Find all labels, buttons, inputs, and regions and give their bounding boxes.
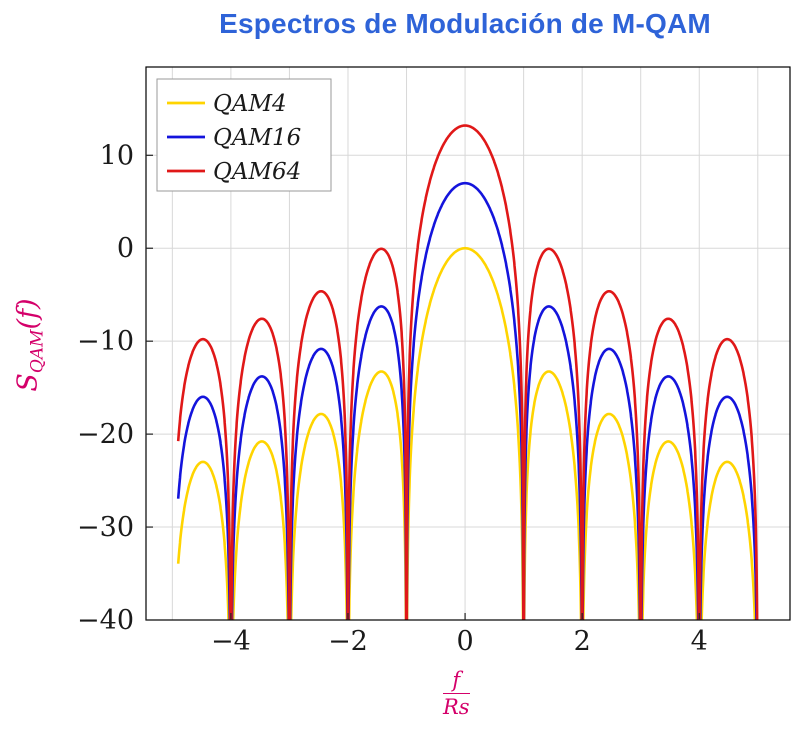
legend-label-qam4: QAM4: [213, 91, 287, 117]
x-tick-label: 0: [456, 626, 473, 657]
y-tick-label: 0: [117, 233, 134, 264]
series-lines: [176, 124, 759, 620]
y-axis-label: SQAM(f): [12, 298, 47, 391]
series-line-qam16: [176, 181, 758, 620]
y-tick-label: −40: [77, 605, 134, 636]
x-tick-label: 4: [691, 626, 708, 657]
x-tick-label: 2: [574, 626, 591, 657]
y-label-base: S: [12, 373, 44, 392]
series-line-qam4: [176, 246, 757, 620]
y-label-subscript: QAM: [27, 329, 48, 374]
legend: QAM4 QAM16 QAM64: [156, 78, 332, 192]
tick-marks: [146, 154, 700, 621]
y-label-rest: (f): [12, 298, 44, 330]
x-axis-label: f Rs: [443, 668, 470, 719]
x-tick-label: −4: [211, 626, 251, 657]
x-label-denominator: Rs: [443, 695, 470, 720]
y-tick-label: −20: [77, 419, 134, 450]
series-line-qam64: [176, 124, 759, 620]
legend-label-qam64: QAM64: [213, 159, 301, 185]
y-tick-label: −30: [77, 512, 134, 543]
legend-label-qam16: QAM16: [213, 125, 301, 151]
x-label-numerator: f: [443, 668, 470, 695]
x-tick-label: −2: [328, 626, 368, 657]
axis-frame: [145, 66, 791, 621]
chart-title: Espectros de Modulación de M-QAM: [219, 8, 711, 39]
y-tick-label: 10: [100, 140, 134, 171]
y-tick-label: −10: [77, 326, 134, 357]
